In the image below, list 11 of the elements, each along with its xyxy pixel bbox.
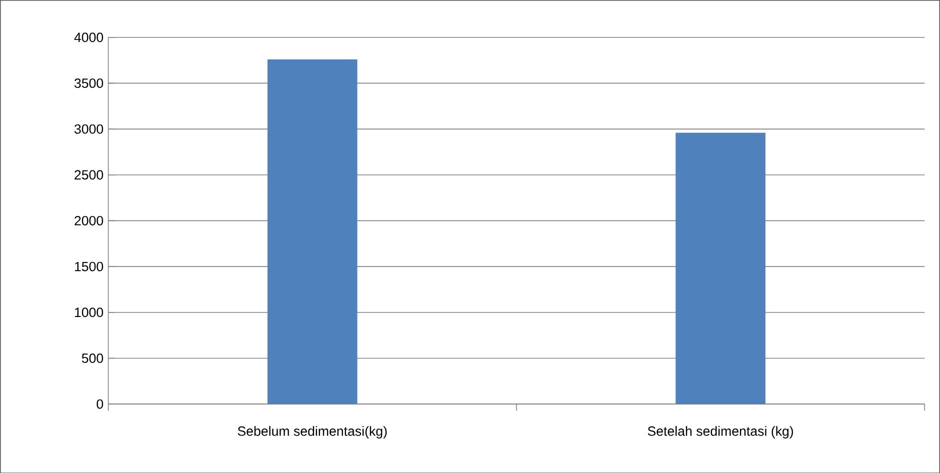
y-tick-label: 500 <box>82 353 104 363</box>
x-tick-label: Setelah sedimentasi (kg) <box>648 426 793 438</box>
y-tick-label: 1000 <box>74 307 104 317</box>
y-tick-label: 2500 <box>74 170 104 180</box>
y-tick-label: 0 <box>96 399 104 409</box>
y-tick-label: 3500 <box>74 78 104 88</box>
y-tick-label: 2000 <box>74 216 104 226</box>
y-tick-label: 4000 <box>74 32 104 42</box>
y-tick-label: 3000 <box>74 124 104 134</box>
y-tick-label: 1500 <box>74 262 104 272</box>
x-tick-label: Sebelum sedimentasi(kg) <box>238 426 387 438</box>
